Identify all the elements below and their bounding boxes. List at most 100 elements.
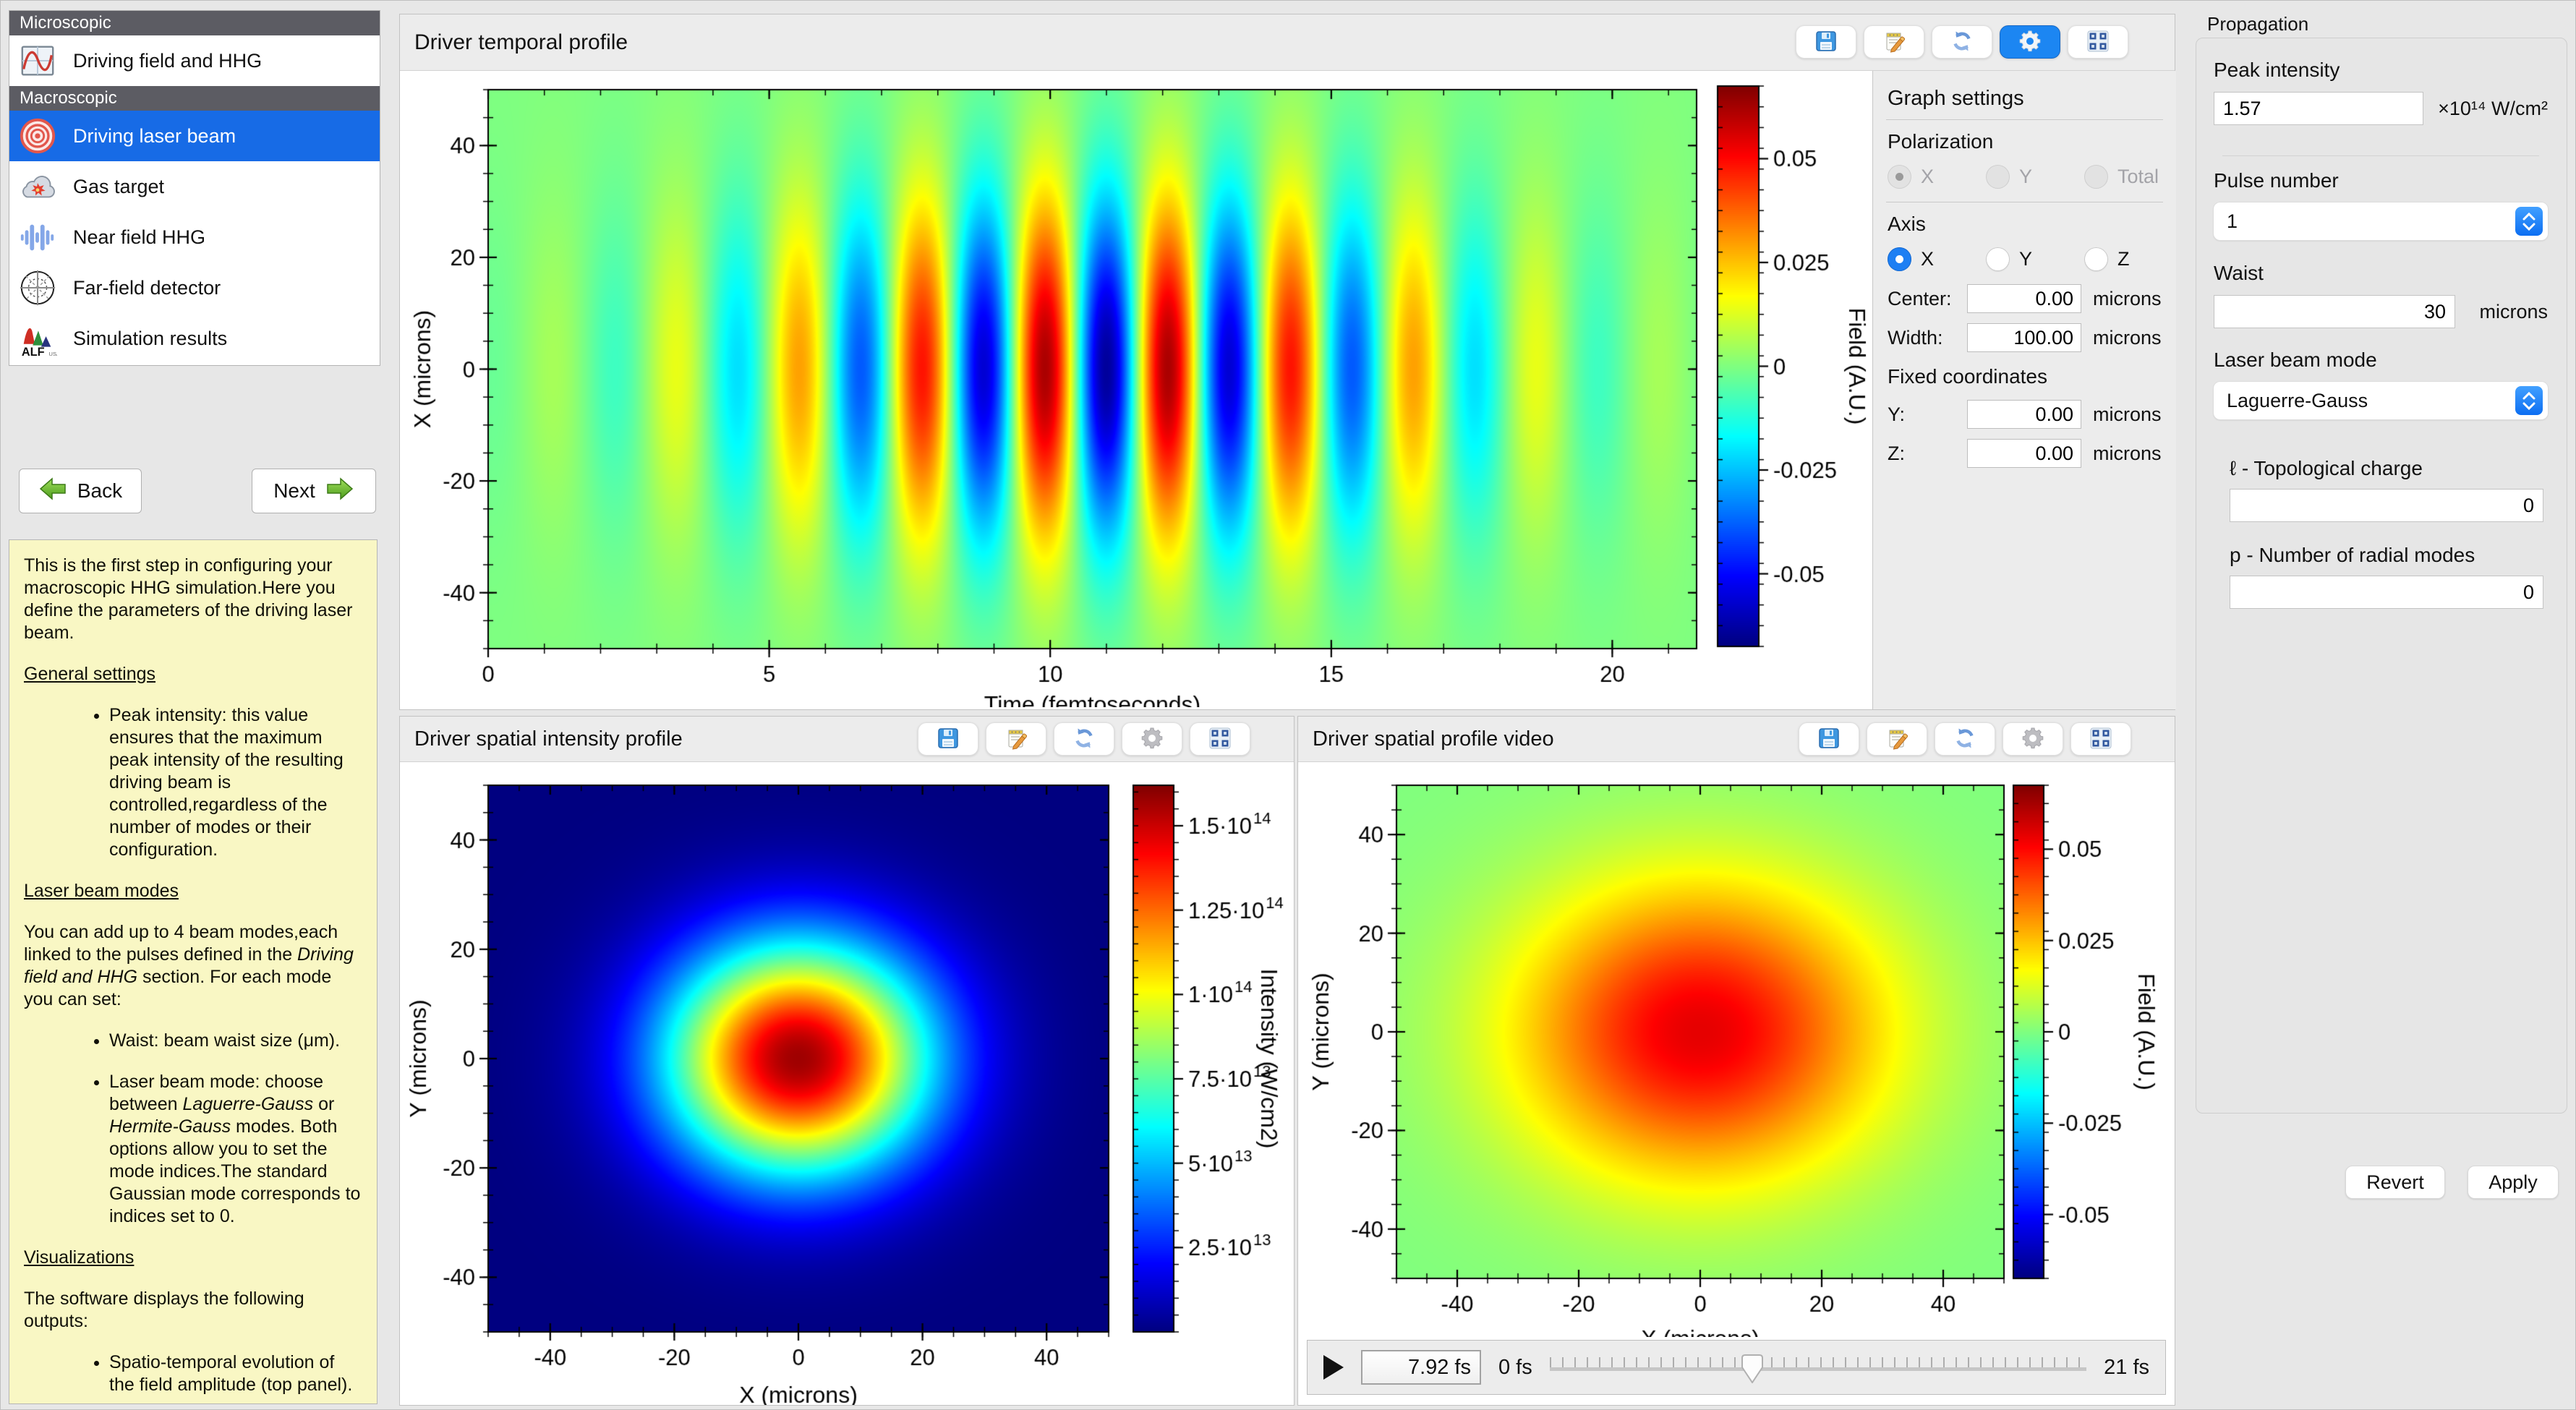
radio-label: Y [2019,166,2033,187]
fixed-y-input[interactable] [1967,400,2081,429]
apply-button[interactable]: Apply [2468,1166,2559,1199]
slider-track[interactable] [1549,1367,2087,1371]
video-settings-button[interactable] [2003,722,2063,756]
laser-target-icon [18,116,57,155]
sidebar-item-simulation-results[interactable]: ALFUSAL Simulation results [9,313,380,364]
temporal-settings-button[interactable] [2000,25,2060,59]
settings-icon [2018,29,2042,56]
settings-icon [2021,726,2045,753]
waist-row: microns [2214,295,2548,328]
sidebar-item-near-field-hhg[interactable]: Near field HHG [9,212,380,262]
radio-z[interactable]: Z [2084,247,2130,271]
svg-text:USAL: USAL [48,351,57,357]
save-icon [936,726,960,753]
next-button[interactable]: Next [252,469,376,513]
temporal-save-button[interactable] [1796,25,1856,59]
help-info-panel: This is the first step in configuring yo… [9,539,378,1404]
width-row: Width: microns [1888,323,2163,352]
spatial-expand-button[interactable] [1190,722,1250,756]
sidebar-item-label: Simulation results [73,327,228,349]
save-icon [1814,29,1838,56]
sidebar-item-driving-laser-beam[interactable]: Driving laser beam [9,111,380,161]
sidebar-nav: Microscopic Driving field and HHG Macrosco… [9,10,380,366]
refresh-icon [1953,726,1977,753]
play-button[interactable] [1323,1355,1344,1380]
radio-circle[interactable] [1888,247,1911,271]
radio-y[interactable]: Y [1986,247,2084,271]
spatial-refresh-button[interactable] [1054,722,1114,756]
waist-label: Waist [2214,262,2264,284]
divider [1886,119,2163,120]
spatial-heatmap-canvas [406,772,1292,1405]
info-heading: Visualizations [24,1247,135,1268]
radio-label: X [1921,248,1935,270]
temporal-heatmap-canvas [406,71,1867,707]
topological-charge-input[interactable] [2230,489,2543,522]
video-expand-button[interactable] [2070,722,2131,756]
temporal-refresh-button[interactable] [1932,25,1992,59]
axis-radio-group: X Y Z [1888,247,2176,271]
sidebar-item-driving-field-hhg[interactable]: Driving field and HHG [9,35,380,86]
radio-label: Z [2117,248,2130,270]
temporal-expand-button[interactable] [2068,25,2128,59]
time-slider[interactable] [1549,1351,2087,1384]
width-unit: microns [2093,326,2162,349]
fixed-z-input[interactable] [1967,439,2081,468]
pulse-number-label: Pulse number [2214,169,2339,192]
beam-mode-select[interactable]: Laguerre-Gauss [2214,382,2548,419]
fixed-z-label: Z: [1888,442,1905,464]
width-input[interactable] [1967,323,2081,352]
pulse-number-select[interactable]: 1 [2214,202,2548,240]
settings-icon [1140,726,1164,753]
next-label: Next [273,479,315,502]
video-refresh-button[interactable] [1935,722,1995,756]
nav-section-header: Macroscopic [9,86,380,111]
back-button[interactable]: Back [19,469,142,513]
waist-input[interactable] [2214,295,2455,328]
video-save-button[interactable] [1799,722,1859,756]
radio-circle[interactable] [1986,247,2010,271]
radial-modes-label: p - Number of radial modes [2230,544,2475,566]
svg-text:ALF: ALF [22,346,45,358]
sidebar-item-label: Near field HHG [73,226,206,248]
sidebar-item-gas-target[interactable]: Gas target [9,161,380,212]
peak-intensity-label: Peak intensity [2214,59,2340,81]
center-input[interactable] [1967,284,2081,313]
temporal-edit-button[interactable] [1864,25,1924,59]
spatial-settings-button[interactable] [1122,722,1182,756]
radio-total: Total [2084,165,2159,189]
panel-title: Driver temporal profile [414,30,628,54]
alf-logo-icon: ALFUSAL [18,319,57,358]
current-time-display[interactable]: 7.92 fs [1361,1350,1481,1385]
video-heatmap-canvas [1307,772,2167,1337]
temporal-toolbar [1796,25,2128,59]
spatial-save-button[interactable] [918,722,978,756]
waveform-chart-icon [18,41,57,80]
radio-circle [1888,165,1911,189]
gas-cloud-icon [18,167,57,206]
radio-x[interactable]: X [1888,247,1986,271]
revert-button[interactable]: Revert [2345,1166,2445,1199]
propagation-title: Propagation [2207,13,2309,35]
slider-thumb[interactable] [1741,1354,1763,1384]
edit-icon [1004,726,1028,753]
info-heading: General settings [24,664,156,684]
video-edit-button[interactable] [1867,722,1927,756]
polarization-label: Polarization [1888,130,1994,153]
refresh-icon [1950,29,1974,56]
radio-y: Y [1986,165,2084,189]
radial-modes-input[interactable] [2230,576,2543,609]
edit-icon [1885,726,1909,753]
radio-label: Total [2117,166,2159,187]
radio-circle[interactable] [2084,247,2108,271]
panel-driver-spatial-intensity: Driver spatial intensity profile [399,716,1295,1406]
spatial-edit-button[interactable] [986,722,1046,756]
stepper-icon [2515,386,2543,415]
radio-label: X [1921,166,1935,187]
alf-detector-icon [18,268,57,307]
edit-icon [1882,29,1906,56]
topological-charge-label: ℓ - Topological charge [2230,457,2423,479]
sidebar-item-far-field-detector[interactable]: Far-field detector [9,262,380,313]
peak-intensity-input[interactable] [2214,92,2423,125]
time-end-label: 21 fs [2104,1355,2149,1379]
